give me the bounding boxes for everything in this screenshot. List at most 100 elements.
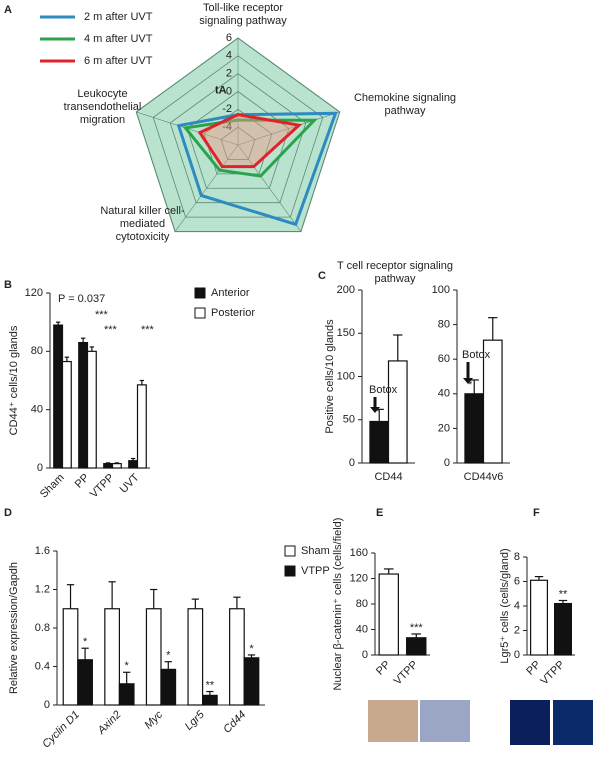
annotation: *: [468, 379, 473, 391]
y-tick-label: 0: [362, 649, 368, 661]
annotation: ***: [104, 324, 118, 336]
annotation: P = 0.037: [58, 293, 105, 305]
r-tick-label: 2: [226, 68, 232, 80]
bar: [229, 608, 245, 706]
bar: [378, 573, 399, 656]
y-tick-label: 100: [432, 284, 450, 296]
micrograph: [420, 700, 470, 742]
annotation: **: [559, 588, 568, 600]
r-tick-label: 0: [226, 85, 232, 97]
bar: [387, 360, 408, 464]
radar-axis-label: Natural killer cell-mediated cytotoxicit…: [100, 205, 185, 243]
grid-ring: [135, 37, 341, 232]
y-tick-label: 40: [438, 388, 450, 400]
radar-axis-label: Chemokine signaling pathway: [353, 92, 457, 117]
bar: [53, 324, 64, 469]
annotation: tA: [215, 84, 227, 96]
r-tick-label: -2: [222, 103, 232, 115]
panel-letter: B: [4, 279, 12, 291]
y-tick-label: 80: [438, 319, 450, 331]
annotation: *: [83, 636, 88, 648]
y-tick-label: 4: [514, 600, 520, 612]
y-tick-label: 40: [356, 623, 368, 635]
x-tick-label: Cd44: [221, 709, 248, 736]
bar: [78, 341, 89, 469]
y-tick-label: 0.4: [35, 660, 50, 672]
x-tick-label: PP: [73, 472, 92, 491]
annotation: *: [125, 660, 130, 672]
bar: [128, 460, 139, 469]
y-tick-label: 120: [350, 572, 368, 584]
annotation: ***: [141, 324, 155, 336]
annotation: ***: [95, 309, 109, 321]
panel-letter: D: [4, 507, 12, 519]
radar-axis-label: Leukocyte transendothelial migration: [63, 88, 142, 126]
bar: [103, 463, 114, 469]
legend-swatch: [284, 565, 296, 577]
x-tick-label: VTPP: [392, 659, 421, 688]
legend-label: 2 m after UVT: [84, 11, 153, 23]
x-tick-label: VTPP: [538, 659, 567, 688]
x-tick-label: PP: [524, 659, 543, 678]
annotation: *: [375, 406, 380, 418]
panel-letter: E: [376, 507, 383, 519]
grid-ring: [152, 55, 324, 218]
panel-letter: C: [318, 270, 326, 282]
annotation: Botox: [462, 349, 491, 361]
y-tick-label: 200: [337, 284, 355, 296]
y-tick-label: 120: [25, 287, 43, 299]
legend-label: Posterior: [211, 307, 255, 319]
micrograph: [553, 700, 593, 745]
legend-label: 6 m after UVT: [84, 55, 153, 67]
y-tick-label: 0.8: [35, 622, 50, 634]
legend-label: Sham: [301, 545, 330, 557]
radar-spoke: [237, 111, 340, 146]
radar-line: [176, 111, 338, 227]
legend-swatch: [284, 545, 296, 557]
r-tick-label: 4: [226, 50, 232, 62]
x-tick-label: VTPP: [88, 472, 117, 501]
bar: [118, 683, 135, 706]
legend-label: VTPP: [301, 565, 330, 577]
y-axis-label: CD44⁺ cells/10 glands: [8, 325, 20, 435]
arrow-head: [370, 407, 380, 413]
annotation: *: [166, 650, 171, 662]
y-tick-label: 50: [343, 414, 355, 426]
bar: [464, 393, 485, 464]
x-axis-label: CD44: [374, 471, 402, 483]
annotation: **: [206, 679, 215, 691]
x-tick-label: Sham: [38, 472, 67, 501]
radar-line: [197, 113, 303, 169]
radar-line: [182, 118, 318, 178]
bar: [406, 637, 427, 656]
bar: [62, 608, 79, 706]
grid-ring: [220, 126, 256, 160]
panel-letter: F: [533, 507, 540, 519]
x-tick-label: Axin2: [95, 709, 124, 738]
bar: [529, 579, 548, 656]
radar-spoke: [237, 144, 302, 232]
radar-spoke: [174, 144, 239, 232]
y-tick-label: 1.6: [35, 545, 50, 557]
y-tick-label: 0: [44, 699, 50, 711]
x-axis-label: CD44v6: [464, 471, 504, 483]
micrograph: [368, 700, 418, 742]
micrograph: [510, 700, 550, 745]
legend-swatch: [194, 307, 206, 319]
bar: [369, 420, 390, 464]
y-tick-label: 0: [349, 457, 355, 469]
arrow-head: [463, 378, 473, 384]
y-tick-label: 150: [337, 327, 355, 339]
annotation: ***: [410, 622, 424, 634]
bar: [61, 360, 72, 469]
y-tick-label: 0: [37, 462, 43, 474]
x-tick-label: Cyclin D1: [40, 709, 82, 751]
radar-axis-label: Toll-like receptor signaling pathway: [199, 2, 287, 27]
x-tick-label: Myc: [142, 708, 165, 731]
y-tick-label: 80: [356, 598, 368, 610]
y-tick-label: 6: [514, 575, 520, 587]
y-tick-label: 20: [438, 422, 450, 434]
x-tick-label: Lgr5: [183, 708, 208, 733]
bar: [104, 608, 120, 706]
r-tick-label: -4: [222, 121, 232, 133]
